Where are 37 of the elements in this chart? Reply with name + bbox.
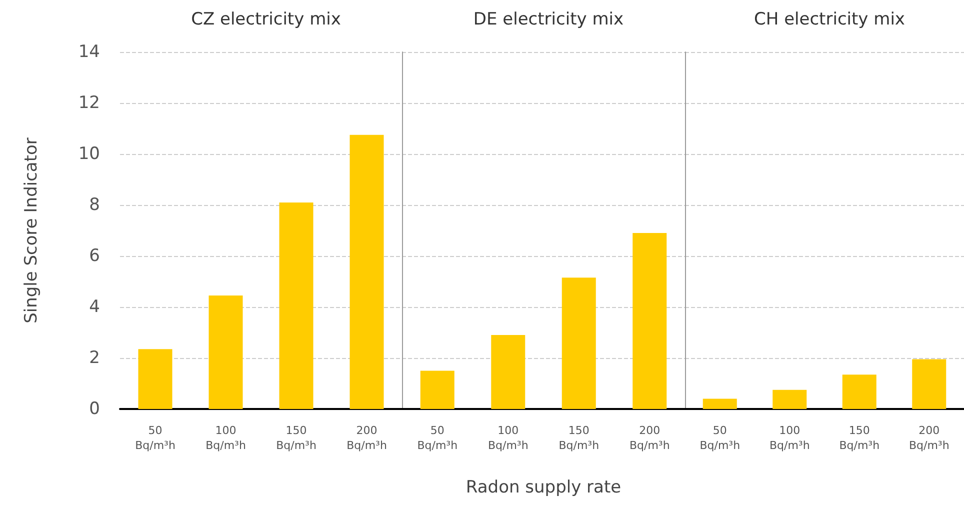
x-tick-label: 150 Bq/m³h xyxy=(276,424,316,452)
x-tick-label: 100 Bq/m³h xyxy=(769,424,810,452)
y-tick-label: 12 xyxy=(78,93,100,113)
y-tick-label: 2 xyxy=(89,348,100,368)
bar xyxy=(702,398,737,409)
y-tick-label: 4 xyxy=(89,297,100,317)
x-tick-label: 50 Bq/m³h xyxy=(700,424,740,452)
chart-title: CH electricity mix xyxy=(754,10,905,30)
bar xyxy=(632,233,667,409)
x-tick-label: 200 Bq/m³h xyxy=(629,424,670,452)
x-tick-label: 100 Bq/m³h xyxy=(206,424,246,452)
bar xyxy=(842,374,876,409)
chart-title: CZ electricity mix xyxy=(191,10,341,30)
y-tick-label: 0 xyxy=(89,399,100,419)
bar xyxy=(491,335,526,409)
x-tick-label: 100 Bq/m³h xyxy=(488,424,528,452)
bar xyxy=(350,134,384,409)
bar xyxy=(772,390,807,409)
y-axis-title: Single Score Indicator xyxy=(22,138,42,324)
chart-title: DE electricity mix xyxy=(473,10,624,30)
bar xyxy=(420,370,454,409)
bar xyxy=(208,296,243,409)
x-axis-title: Radon supply rate xyxy=(466,478,622,498)
y-tick-label: 8 xyxy=(89,195,100,215)
bar xyxy=(562,278,596,409)
y-tick-label: 10 xyxy=(78,144,100,164)
bar xyxy=(279,202,314,409)
x-tick-label: 50 Bq/m³h xyxy=(135,424,176,452)
x-tick-label: 150 Bq/m³h xyxy=(839,424,880,452)
x-tick-label: 200 Bq/m³h xyxy=(908,424,950,452)
y-tick-label: 14 xyxy=(78,42,100,62)
x-tick-label: 200 Bq/m³h xyxy=(346,424,387,452)
x-tick-label: 50 Bq/m³h xyxy=(417,424,458,452)
bar xyxy=(138,349,172,409)
bar xyxy=(912,359,946,409)
x-tick-label: 150 Bq/m³h xyxy=(558,424,600,452)
y-tick-label: 6 xyxy=(89,246,100,266)
